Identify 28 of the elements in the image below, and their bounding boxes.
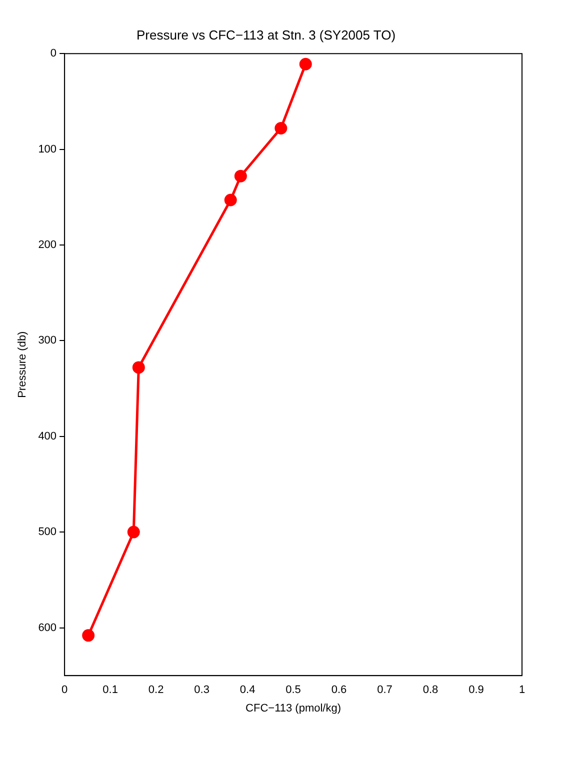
y-tick-label: 100 [38,143,57,156]
y-tick-label: 200 [38,239,57,252]
y-tick-label: 300 [38,334,57,347]
y-tick-label: 500 [38,526,57,538]
point [299,58,312,70]
y-tick-label: 0 [50,48,57,60]
x-tick-label: 0 [61,684,68,696]
x-axis-title: CFC−113 (pmol/kg) [246,702,342,714]
x-tick-label: 0.7 [377,684,392,696]
x-tick-label: 1 [518,684,526,696]
x-tick-label: 0.4 [240,684,256,696]
y-tick-label: 600 [38,622,57,634]
point [274,122,288,134]
y-tick-label: 400 [38,430,57,442]
point [234,170,247,182]
x-tick-label: 0.9 [468,684,484,696]
x-tick-label: 0.3 [194,684,210,696]
x-tick-label: 0.5 [286,684,301,696]
point [224,194,237,206]
point [82,629,95,642]
chart-title: Pressure vs CFC−113 at Stn. 3 (SY2005 TO) [136,27,396,42]
point [127,526,140,538]
x-tick-label: 0.6 [331,684,347,696]
x-tick-label: 0.8 [422,684,438,696]
x-tick-label: 0.1 [102,684,118,696]
x-tick-label: 0.2 [148,684,164,696]
y-axis-title: Pressure (db) [16,331,29,398]
point [132,361,145,374]
